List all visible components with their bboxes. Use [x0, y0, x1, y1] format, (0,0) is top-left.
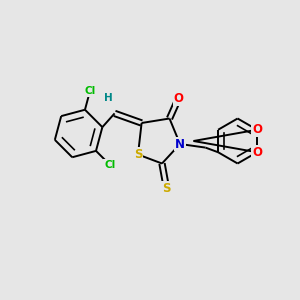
Text: H: H [104, 93, 113, 103]
Text: S: S [162, 182, 171, 195]
Text: Cl: Cl [84, 86, 96, 96]
Text: O: O [173, 92, 184, 105]
Text: O: O [252, 146, 262, 159]
Text: N: N [175, 137, 185, 151]
Text: S: S [134, 148, 142, 161]
Text: O: O [252, 123, 262, 136]
Text: Cl: Cl [104, 160, 116, 170]
